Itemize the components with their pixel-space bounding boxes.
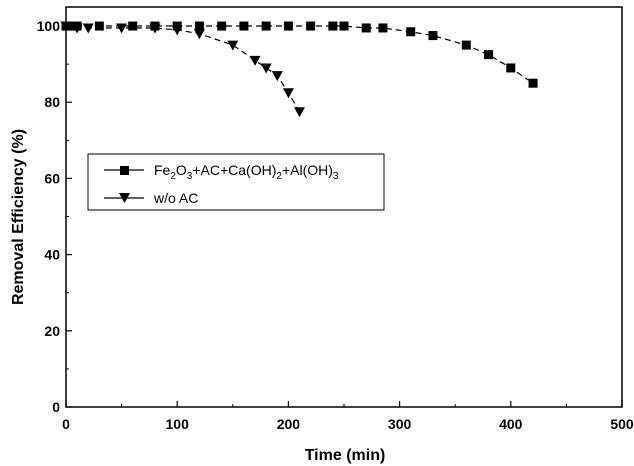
x-tick-label: 300 bbox=[388, 416, 412, 432]
data-point-triangle bbox=[171, 25, 183, 36]
data-point-square bbox=[328, 21, 338, 31]
legend-text-part: O bbox=[176, 162, 187, 178]
data-point-triangle bbox=[71, 23, 83, 34]
data-point-square bbox=[283, 21, 293, 31]
y-tick-label: 40 bbox=[44, 247, 60, 263]
legend-subscript: 2 bbox=[170, 171, 176, 182]
data-point-triangle bbox=[82, 23, 94, 34]
data-point-triangle bbox=[116, 23, 128, 34]
y-axis-ticks: 0 20 40 60 80 100 bbox=[37, 18, 72, 415]
data-point-square bbox=[306, 21, 316, 31]
legend-square-marker bbox=[120, 166, 129, 175]
x-tick-label: 0 bbox=[62, 416, 70, 432]
data-point-triangle bbox=[260, 63, 272, 74]
data-point-square bbox=[378, 23, 388, 33]
data-point-triangle bbox=[227, 40, 239, 51]
x-tick-label: 400 bbox=[499, 416, 523, 432]
chart-marks bbox=[60, 21, 538, 118]
x-tick-label: 500 bbox=[610, 416, 634, 432]
series-2 bbox=[60, 21, 306, 118]
legend-text-part: Fe bbox=[154, 162, 171, 178]
data-point-square bbox=[239, 21, 249, 31]
legend-subscript: 3 bbox=[187, 171, 193, 182]
legend-label-series-2: w/o AC bbox=[153, 190, 198, 206]
data-point-triangle bbox=[193, 29, 205, 40]
x-tick-label: 200 bbox=[277, 416, 301, 432]
data-point-square bbox=[528, 78, 538, 88]
data-point-square bbox=[128, 21, 138, 31]
data-point-square bbox=[194, 21, 204, 31]
x-axis-title: Time (min) bbox=[305, 447, 386, 464]
legend-text-part: +AC+Ca(OH) bbox=[192, 162, 276, 178]
data-point-square bbox=[484, 50, 494, 60]
y-tick-label: 20 bbox=[44, 323, 60, 339]
data-point-square bbox=[261, 21, 271, 31]
data-point-square bbox=[461, 40, 471, 50]
y-tick-label: 60 bbox=[44, 170, 60, 186]
data-point-square bbox=[217, 21, 227, 31]
data-point-triangle bbox=[149, 23, 161, 34]
x-axis-ticks: 0 100 200 300 400 500 bbox=[62, 401, 634, 432]
x-tick-label: 100 bbox=[166, 416, 190, 432]
data-point-triangle bbox=[294, 107, 306, 118]
legend-box bbox=[87, 153, 385, 211]
legend-triangle-marker bbox=[119, 193, 130, 203]
data-point-triangle bbox=[249, 55, 261, 66]
data-point-triangle bbox=[282, 88, 294, 99]
legend-label-series-1: Fe2O3+AC+Ca(OH)2+Al(OH)3 bbox=[154, 162, 339, 182]
data-point-square bbox=[428, 31, 438, 41]
data-point-triangle bbox=[271, 71, 283, 82]
legend-entry-series-1: Fe2O3+AC+Ca(OH)2+Al(OH)3 bbox=[104, 162, 339, 182]
series-1-line bbox=[66, 25, 534, 84]
y-tick-label: 0 bbox=[52, 399, 60, 415]
data-point-square bbox=[94, 21, 104, 31]
legend-subscript: 2 bbox=[276, 171, 282, 182]
legend-text-part: +Al(OH) bbox=[282, 162, 333, 178]
data-point-square bbox=[506, 63, 516, 73]
y-tick-label: 100 bbox=[37, 18, 61, 34]
y-axis-title: Removal Efficiency (%) bbox=[10, 129, 27, 305]
y-tick-label: 80 bbox=[44, 94, 60, 110]
series-1 bbox=[61, 21, 538, 88]
legend: Fe2O3+AC+Ca(OH)2+Al(OH)3 w/o AC bbox=[87, 153, 385, 211]
legend-subscript: 3 bbox=[333, 171, 339, 182]
data-point-square bbox=[406, 27, 416, 37]
data-point-square bbox=[361, 23, 371, 33]
data-point-square bbox=[339, 21, 349, 31]
legend-entry-series-2: w/o AC bbox=[104, 190, 198, 206]
